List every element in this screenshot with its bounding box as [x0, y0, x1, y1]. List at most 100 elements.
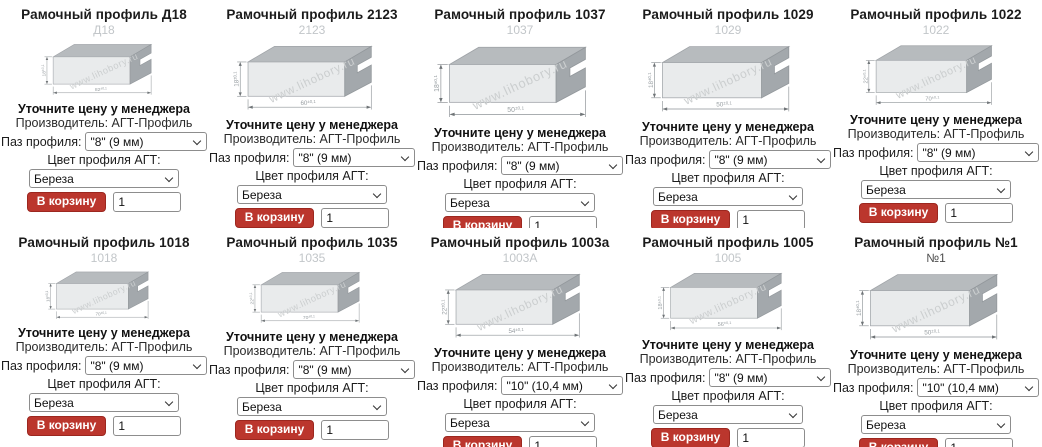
product-card: Рамочный профиль 1035 1035 www.lihobory.…	[208, 228, 416, 447]
width-tolerance: ±0,1	[932, 95, 941, 100]
product-title: Рамочный профиль 1005	[642, 235, 814, 250]
groove-select[interactable]: "8" (9 мм)	[709, 368, 831, 387]
profile-drawing: www.lihobory.ru 18±0,1 70±0,1	[45, 271, 150, 319]
color-select[interactable]: Береза	[29, 169, 179, 188]
profile-drawing: www.lihobory.ru 22±0,1 54±0,1	[441, 273, 581, 338]
quantity-input[interactable]	[529, 216, 598, 228]
groove-select[interactable]: "8" (9 мм)	[709, 150, 831, 169]
add-to-cart-button[interactable]: В корзину	[234, 208, 315, 228]
quantity-input[interactable]	[113, 192, 182, 212]
color-label: Цвет профиля АГТ:	[671, 171, 785, 185]
product-title: Рамочный профиль 1029	[642, 7, 814, 22]
height-dimension: 22±0,1	[862, 69, 870, 84]
color-select[interactable]: Береза	[653, 405, 803, 424]
product-title: Рамочный профиль 1022	[850, 7, 1022, 22]
add-to-cart-button[interactable]: В корзину	[650, 428, 731, 447]
groove-label: Паз профиля:	[625, 152, 706, 167]
figure-label: 1035	[298, 251, 326, 265]
groove-label: Паз профиля:	[417, 158, 498, 173]
add-to-cart-button[interactable]: В корзину	[858, 203, 939, 223]
add-to-cart-button[interactable]: В корзину	[442, 216, 523, 228]
price-note: Уточните цену у менеджера	[849, 348, 1022, 362]
color-select[interactable]: Береза	[861, 415, 1011, 434]
chevron-down-icon: "8" (9 мм)	[85, 356, 207, 375]
profile-drawing: www.lihobory.ru 18±0,1 50±0,1	[647, 45, 791, 112]
figure-label: 1018	[90, 251, 118, 265]
groove-label: Паз профиля:	[833, 145, 914, 160]
quantity-input[interactable]	[321, 420, 390, 440]
color-select[interactable]: Береза	[237, 397, 387, 416]
chevron-down-icon: Береза	[237, 185, 387, 204]
add-to-cart-button[interactable]: В корзину	[858, 438, 939, 447]
add-to-cart-button[interactable]: В корзину	[26, 416, 107, 436]
groove-label: Паз профиля:	[1, 134, 82, 149]
price-note: Уточните цену у менеджера	[225, 118, 398, 132]
height-tolerance: ±0,1	[441, 299, 446, 308]
figure-label: 2123	[298, 23, 326, 37]
figure-label: 1005	[714, 251, 742, 265]
product-card: Рамочный профиль 1005 1005 www.lihobory.…	[624, 228, 832, 447]
add-to-cart-button[interactable]: В корзину	[26, 192, 107, 212]
height-tolerance: ±0,1	[249, 292, 253, 299]
width-tolerance: ±0,1	[515, 106, 525, 112]
chevron-down-icon: Береза	[237, 397, 387, 416]
color-label: Цвет профиля АГТ:	[879, 399, 993, 413]
chevron-down-icon: "8" (9 мм)	[709, 368, 831, 387]
product-card: Рамочный профиль 1037 1037 www.lihobory.…	[416, 0, 624, 228]
quantity-input[interactable]	[529, 436, 598, 447]
width-tolerance: ±0,1	[515, 327, 524, 332]
quantity-input[interactable]	[113, 416, 182, 436]
quantity-input[interactable]	[321, 208, 390, 228]
product-card: Рамочный профиль №1 №1 www.lihobory.ru 1…	[832, 228, 1040, 447]
manufacturer-text: Производитель: АГТ-Профиль	[431, 360, 609, 374]
color-label: Цвет профиля АГТ:	[47, 377, 161, 391]
profile-drawing: www.lihobory.ru 18±0,1 50±0,1	[433, 46, 587, 117]
add-to-cart-button[interactable]: В корзину	[234, 420, 315, 440]
quantity-input[interactable]	[737, 210, 806, 228]
product-figure: 1037 www.lihobory.ru 18±0,1 50±0,1	[416, 23, 624, 123]
manufacturer-text: Производитель: АГТ-Профиль	[15, 116, 193, 130]
groove-label: Паз профиля:	[209, 150, 290, 165]
color-select[interactable]: Береза	[445, 413, 595, 432]
groove-select[interactable]: "8" (9 мм)	[917, 143, 1039, 162]
color-select[interactable]: Береза	[861, 180, 1011, 199]
product-title: Рамочный профиль №1	[854, 235, 1018, 250]
chevron-down-icon: "8" (9 мм)	[501, 156, 623, 175]
figure-label: 1022	[922, 23, 950, 37]
figure-label: №1	[926, 251, 946, 265]
color-label: Цвет профиля АГТ:	[255, 169, 369, 183]
color-select[interactable]: Береза	[653, 187, 803, 206]
width-dimension: 50±0,1	[924, 329, 940, 337]
color-label: Цвет профиля АГТ:	[463, 397, 577, 411]
add-to-cart-button[interactable]: В корзину	[650, 210, 731, 228]
color-select[interactable]: Береза	[29, 393, 179, 412]
product-card: Рамочный профиль 1018 1018 www.lihobory.…	[0, 228, 208, 447]
quantity-input[interactable]	[945, 203, 1014, 223]
groove-select[interactable]: "8" (9 мм)	[85, 132, 207, 151]
product-figure: 1018 www.lihobory.ru 18±0,1 70±0,1	[0, 251, 208, 323]
groove-select[interactable]: "8" (9 мм)	[293, 148, 415, 167]
product-figure: №1 www.lihobory.ru 18±0,1 50±0,1	[832, 251, 1040, 345]
groove-label: Паз профиля:	[833, 380, 914, 395]
groove-select[interactable]: "8" (9 мм)	[293, 360, 415, 379]
figure-label: 1037	[506, 23, 534, 37]
height-tolerance: ±0,1	[862, 69, 867, 78]
groove-select[interactable]: "8" (9 мм)	[85, 356, 207, 375]
height-dimension: 18±0,1	[433, 75, 441, 92]
width-dimension: 56±0,1	[718, 321, 732, 328]
width-tolerance: ±0,1	[931, 329, 940, 334]
width-dimension: 70±0,1	[95, 311, 107, 316]
color-select[interactable]: Береза	[445, 193, 595, 212]
product-card: Рамочный профиль 2123 2123 www.lihobory.…	[208, 0, 416, 228]
quantity-input[interactable]	[945, 438, 1014, 447]
groove-select[interactable]: "10" (10,4 мм)	[501, 376, 623, 395]
color-select[interactable]: Береза	[237, 185, 387, 204]
price-note: Уточните цену у менеджера	[433, 126, 606, 140]
color-label: Цвет профиля АГТ:	[463, 177, 577, 191]
groove-select[interactable]: "10" (10,4 мм)	[917, 378, 1039, 397]
groove-select[interactable]: "8" (9 мм)	[501, 156, 623, 175]
add-to-cart-button[interactable]: В корзину	[442, 436, 523, 447]
chevron-down-icon: "10" (10,4 мм)	[501, 376, 623, 395]
quantity-input[interactable]	[737, 428, 806, 447]
